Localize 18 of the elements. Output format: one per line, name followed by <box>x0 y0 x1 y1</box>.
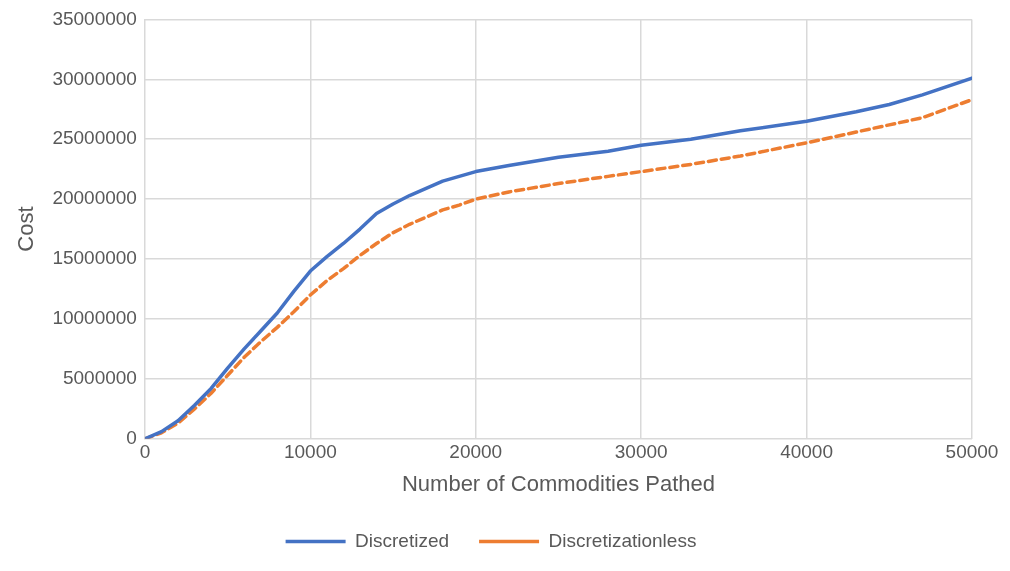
y-tick-label: 5000000 <box>62 367 137 389</box>
y-tick-label: 25000000 <box>52 127 137 149</box>
y-tick-label: 15000000 <box>52 247 137 269</box>
x-tick-label: 20000 <box>449 441 503 463</box>
x-tick-label: 10000 <box>283 441 337 463</box>
x-tick-label: 50000 <box>945 441 999 463</box>
y-tick-label: 0 <box>126 427 137 449</box>
x-tick-label: 40000 <box>780 441 834 463</box>
y-axis-title: Cost <box>13 206 39 252</box>
y-tick-label: 10000000 <box>52 307 137 329</box>
legend-label: Discretizationless <box>548 529 697 551</box>
y-tick-label: 30000000 <box>52 67 137 89</box>
legend-label: Discretized <box>355 529 450 551</box>
x-tick-label: 0 <box>139 441 151 463</box>
y-tick-label: 35000000 <box>52 7 137 29</box>
x-tick-label: 30000 <box>614 441 668 463</box>
y-tick-label: 20000000 <box>52 187 137 209</box>
x-axis-title: Number of Commodities Pathed <box>401 470 715 496</box>
